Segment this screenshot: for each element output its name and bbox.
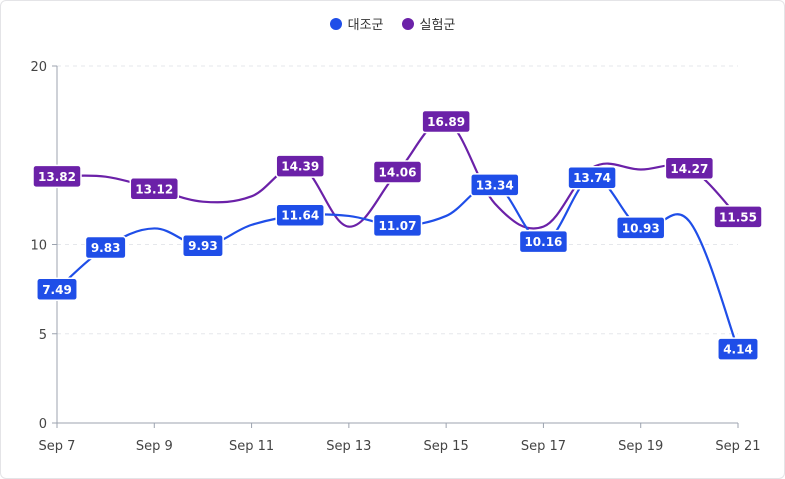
legend-label-control: 대조군: [347, 18, 384, 33]
data-label-box: [181, 233, 224, 258]
data-label-control: 9.83: [84, 235, 127, 260]
data-label-control: 11.64: [275, 203, 325, 227]
data-label-box: [421, 109, 471, 134]
data-label-experiment: 13.12: [129, 177, 180, 201]
data-label-box: [36, 277, 78, 302]
data-label-text: 13.34: [476, 178, 514, 192]
x-tick-label: Sep 11: [229, 439, 274, 454]
y-tick-label: 0: [39, 417, 47, 432]
data-label-text: 4.14: [723, 343, 753, 357]
series-line-control: [56, 176, 740, 350]
data-label-box: [372, 160, 423, 184]
data-label-text: 14.39: [281, 160, 319, 174]
data-label-text: 11.55: [719, 210, 757, 224]
data-label-box: [615, 216, 666, 240]
data-label-control: 4.14: [717, 337, 759, 361]
data-label-box: [129, 177, 180, 201]
y-tick-label: 20: [30, 60, 47, 75]
legend-swatch-control: [329, 17, 342, 30]
data-label-control: 13.74: [567, 165, 617, 190]
data-label-box: [275, 154, 325, 178]
y-tick-label: 10: [30, 239, 47, 254]
data-label-control: 10.16: [518, 229, 569, 254]
data-label-text: 14.06: [379, 166, 417, 180]
data-label-box: [372, 213, 423, 238]
data-label-text: 9.93: [188, 239, 218, 253]
legend-item-control[interactable]: 대조군: [329, 14, 384, 33]
data-label-text: 11.64: [281, 209, 319, 223]
legend-item-experiment[interactable]: 실험군: [401, 14, 456, 33]
x-tick-label: Sep 17: [521, 439, 566, 454]
data-label-experiment: 16.89: [421, 109, 471, 134]
x-tick-label: Sep 15: [424, 439, 469, 454]
x-tick-label: Sep 9: [136, 439, 173, 454]
chart-legend: 대조군 실험군: [0, 14, 785, 33]
data-label-text: 11.07: [379, 219, 417, 233]
data-label-control: 11.07: [372, 213, 423, 238]
legend-label-experiment: 실험군: [419, 18, 456, 33]
data-label-control: 10.93: [615, 216, 666, 240]
y-tick-label: 5: [39, 328, 47, 343]
x-tick-label: Sep 13: [326, 439, 371, 454]
data-label-box: [32, 164, 82, 189]
data-label-box: [275, 203, 325, 227]
data-label-box: [664, 156, 715, 181]
data-label-text: 14.27: [670, 162, 708, 176]
data-label-box: [567, 165, 617, 190]
x-tick-label: Sep 19: [618, 439, 663, 454]
data-label-control: 13.34: [470, 173, 520, 197]
data-label-control: 9.93: [181, 233, 224, 258]
data-label-box: [84, 235, 127, 260]
data-label-experiment: 13.82: [32, 164, 82, 189]
data-label-experiment: 11.55: [713, 205, 763, 229]
data-label-box: [470, 173, 520, 197]
x-tick-label: Sep 21: [715, 439, 760, 454]
x-tick-label: Sep 7: [39, 439, 76, 454]
data-label-box: [713, 205, 763, 229]
data-label-control: 7.49: [36, 277, 78, 302]
data-label-box: [518, 229, 569, 254]
data-label-text: 7.49: [42, 283, 72, 297]
data-label-text: 10.16: [524, 235, 562, 249]
data-label-experiment: 14.39: [275, 154, 325, 178]
data-label-text: 9.83: [91, 241, 121, 255]
data-label-text: 16.89: [427, 115, 465, 129]
legend-swatch-experiment: [401, 17, 414, 30]
data-label-text: 13.74: [573, 171, 611, 185]
data-label-text: 10.93: [622, 221, 660, 235]
data-label-text: 13.12: [135, 182, 173, 196]
data-label-experiment: 14.27: [664, 156, 715, 181]
data-label-box: [717, 337, 759, 361]
data-label-text: 13.82: [38, 170, 76, 184]
data-label-experiment: 14.06: [372, 160, 423, 184]
